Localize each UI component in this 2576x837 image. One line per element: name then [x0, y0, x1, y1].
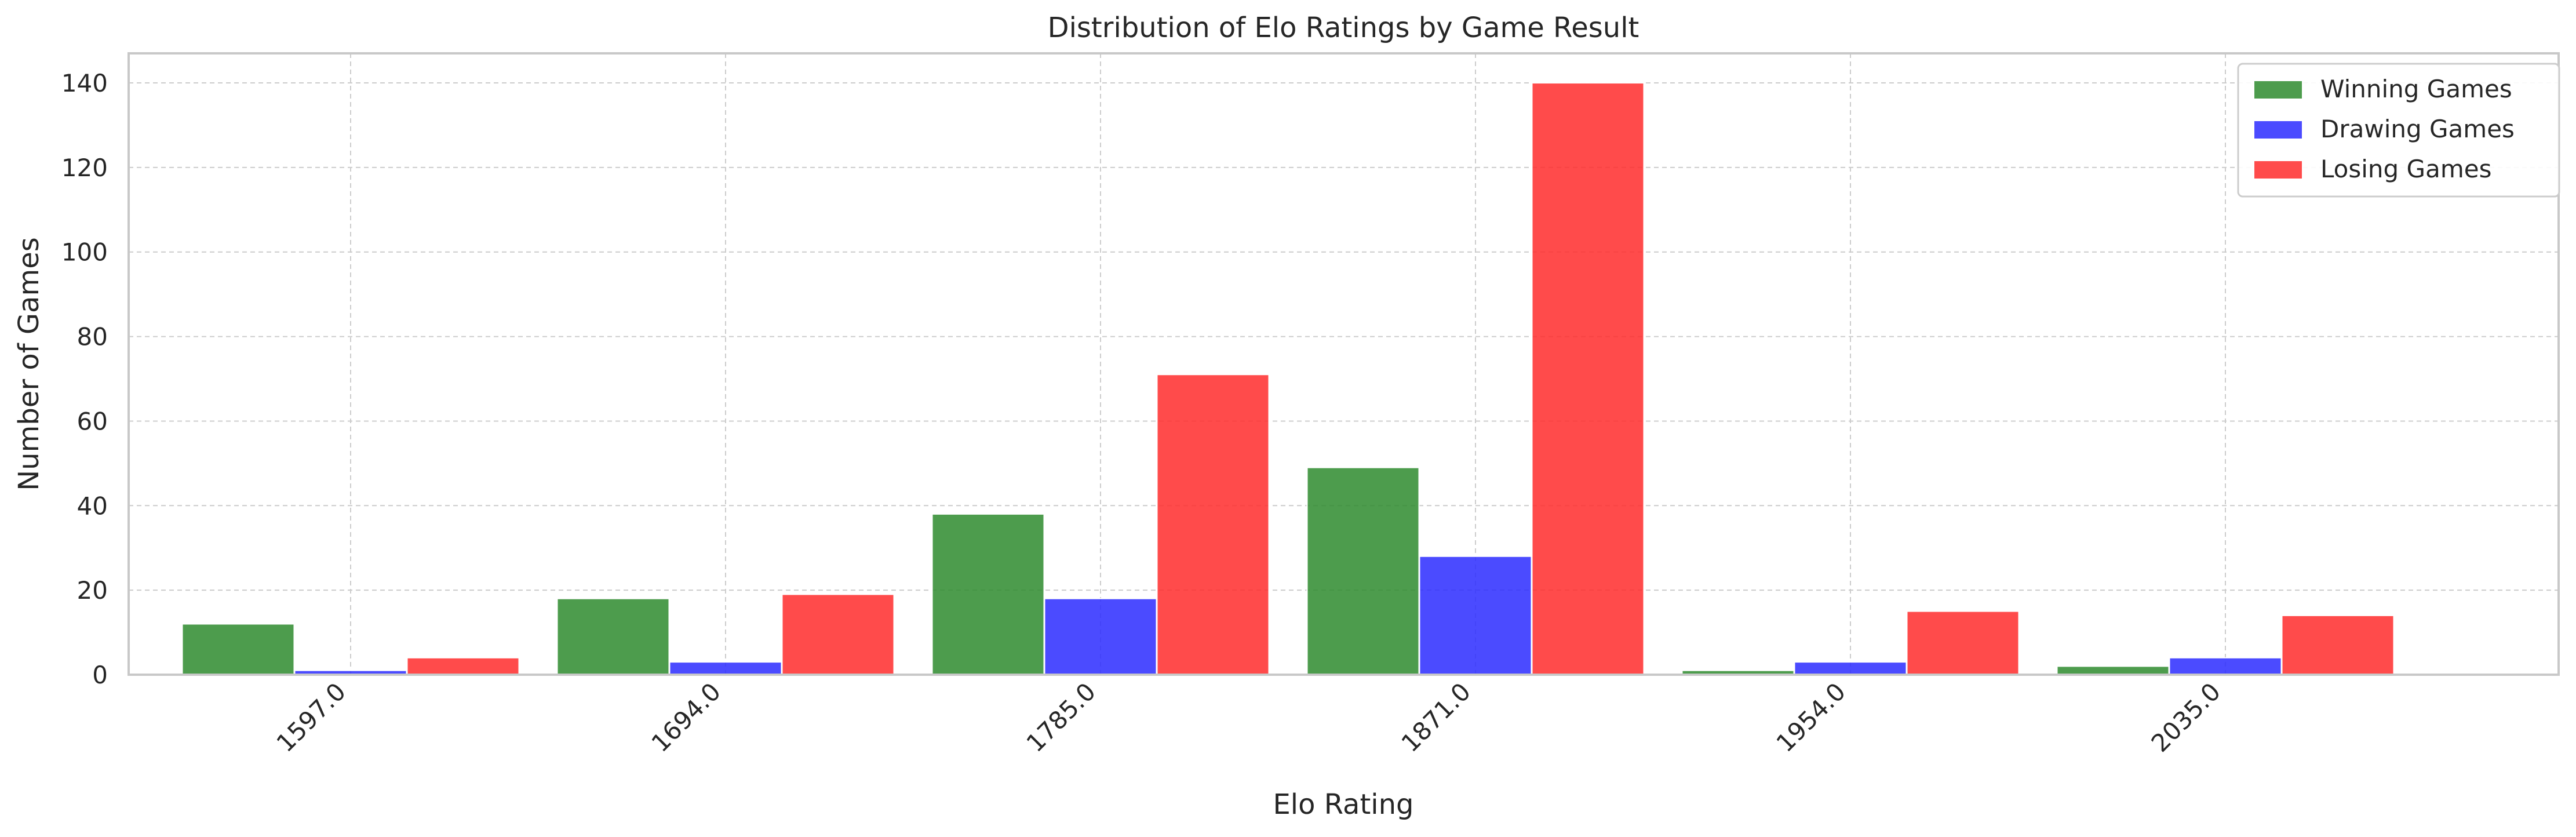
- bars: [181, 82, 2395, 676]
- bar-drawing-games: [1044, 598, 1157, 676]
- grid: [129, 53, 2559, 675]
- bar-drawing-games: [669, 661, 782, 675]
- legend-swatch: [2254, 161, 2302, 179]
- bar-winning-games: [931, 513, 1045, 675]
- bar-losing-games: [2281, 614, 2395, 676]
- y-tick-label: 60: [77, 407, 108, 435]
- plot-frame: [127, 52, 2560, 676]
- x-tick-label: 1597.0: [271, 677, 352, 758]
- y-axis-label: Number of Games: [13, 237, 45, 491]
- bar-losing-games: [406, 657, 520, 676]
- x-tick-label: 1954.0: [1771, 677, 1852, 758]
- bar-losing-games: [1531, 82, 1645, 676]
- y-axis: 0 20 40 60 80 100 120 140: [61, 69, 108, 689]
- bar-drawing-games: [2169, 657, 2282, 676]
- legend-box: [2237, 63, 2560, 198]
- x-axis-label: Elo Rating: [1273, 788, 1413, 821]
- bar-drawing-games: [1794, 661, 1907, 675]
- bar-winning-games: [556, 598, 670, 676]
- legend-swatch: [2254, 121, 2302, 139]
- chart-title: Distribution of Elo Ratings by Game Resu…: [1048, 12, 1639, 44]
- y-tick-label: 100: [61, 238, 108, 267]
- bar-losing-games: [1156, 374, 1270, 675]
- x-tick-label: 1785.0: [1021, 677, 1102, 758]
- bar-winning-games: [1306, 467, 1420, 676]
- x-axis: 1597.0 1694.0 1785.0 1871.0 1954.0 2035.0: [271, 677, 2227, 758]
- y-tick-label: 20: [77, 576, 108, 605]
- bar-losing-games: [781, 594, 895, 675]
- y-tick-label: 140: [61, 69, 108, 97]
- bar-winning-games: [181, 623, 295, 675]
- y-tick-label: 80: [77, 323, 108, 351]
- y-tick-label: 120: [61, 154, 108, 182]
- bar-winning-games: [2056, 665, 2170, 675]
- legend-label: Drawing Games: [2320, 115, 2515, 143]
- bar-drawing-games: [1419, 555, 1532, 675]
- x-tick-label: 2035.0: [2146, 677, 2227, 758]
- x-tick-label: 1694.0: [646, 677, 727, 758]
- y-tick-label: 40: [77, 492, 108, 520]
- legend-label: Winning Games: [2320, 75, 2512, 103]
- legend-label: Losing Games: [2320, 155, 2491, 183]
- x-tick-label: 1871.0: [1396, 677, 1477, 758]
- legend-swatch: [2254, 81, 2302, 99]
- bar-losing-games: [1906, 610, 2020, 676]
- legend: Winning Games Drawing Games Losing Games: [2237, 63, 2560, 198]
- y-tick-label: 0: [92, 661, 108, 689]
